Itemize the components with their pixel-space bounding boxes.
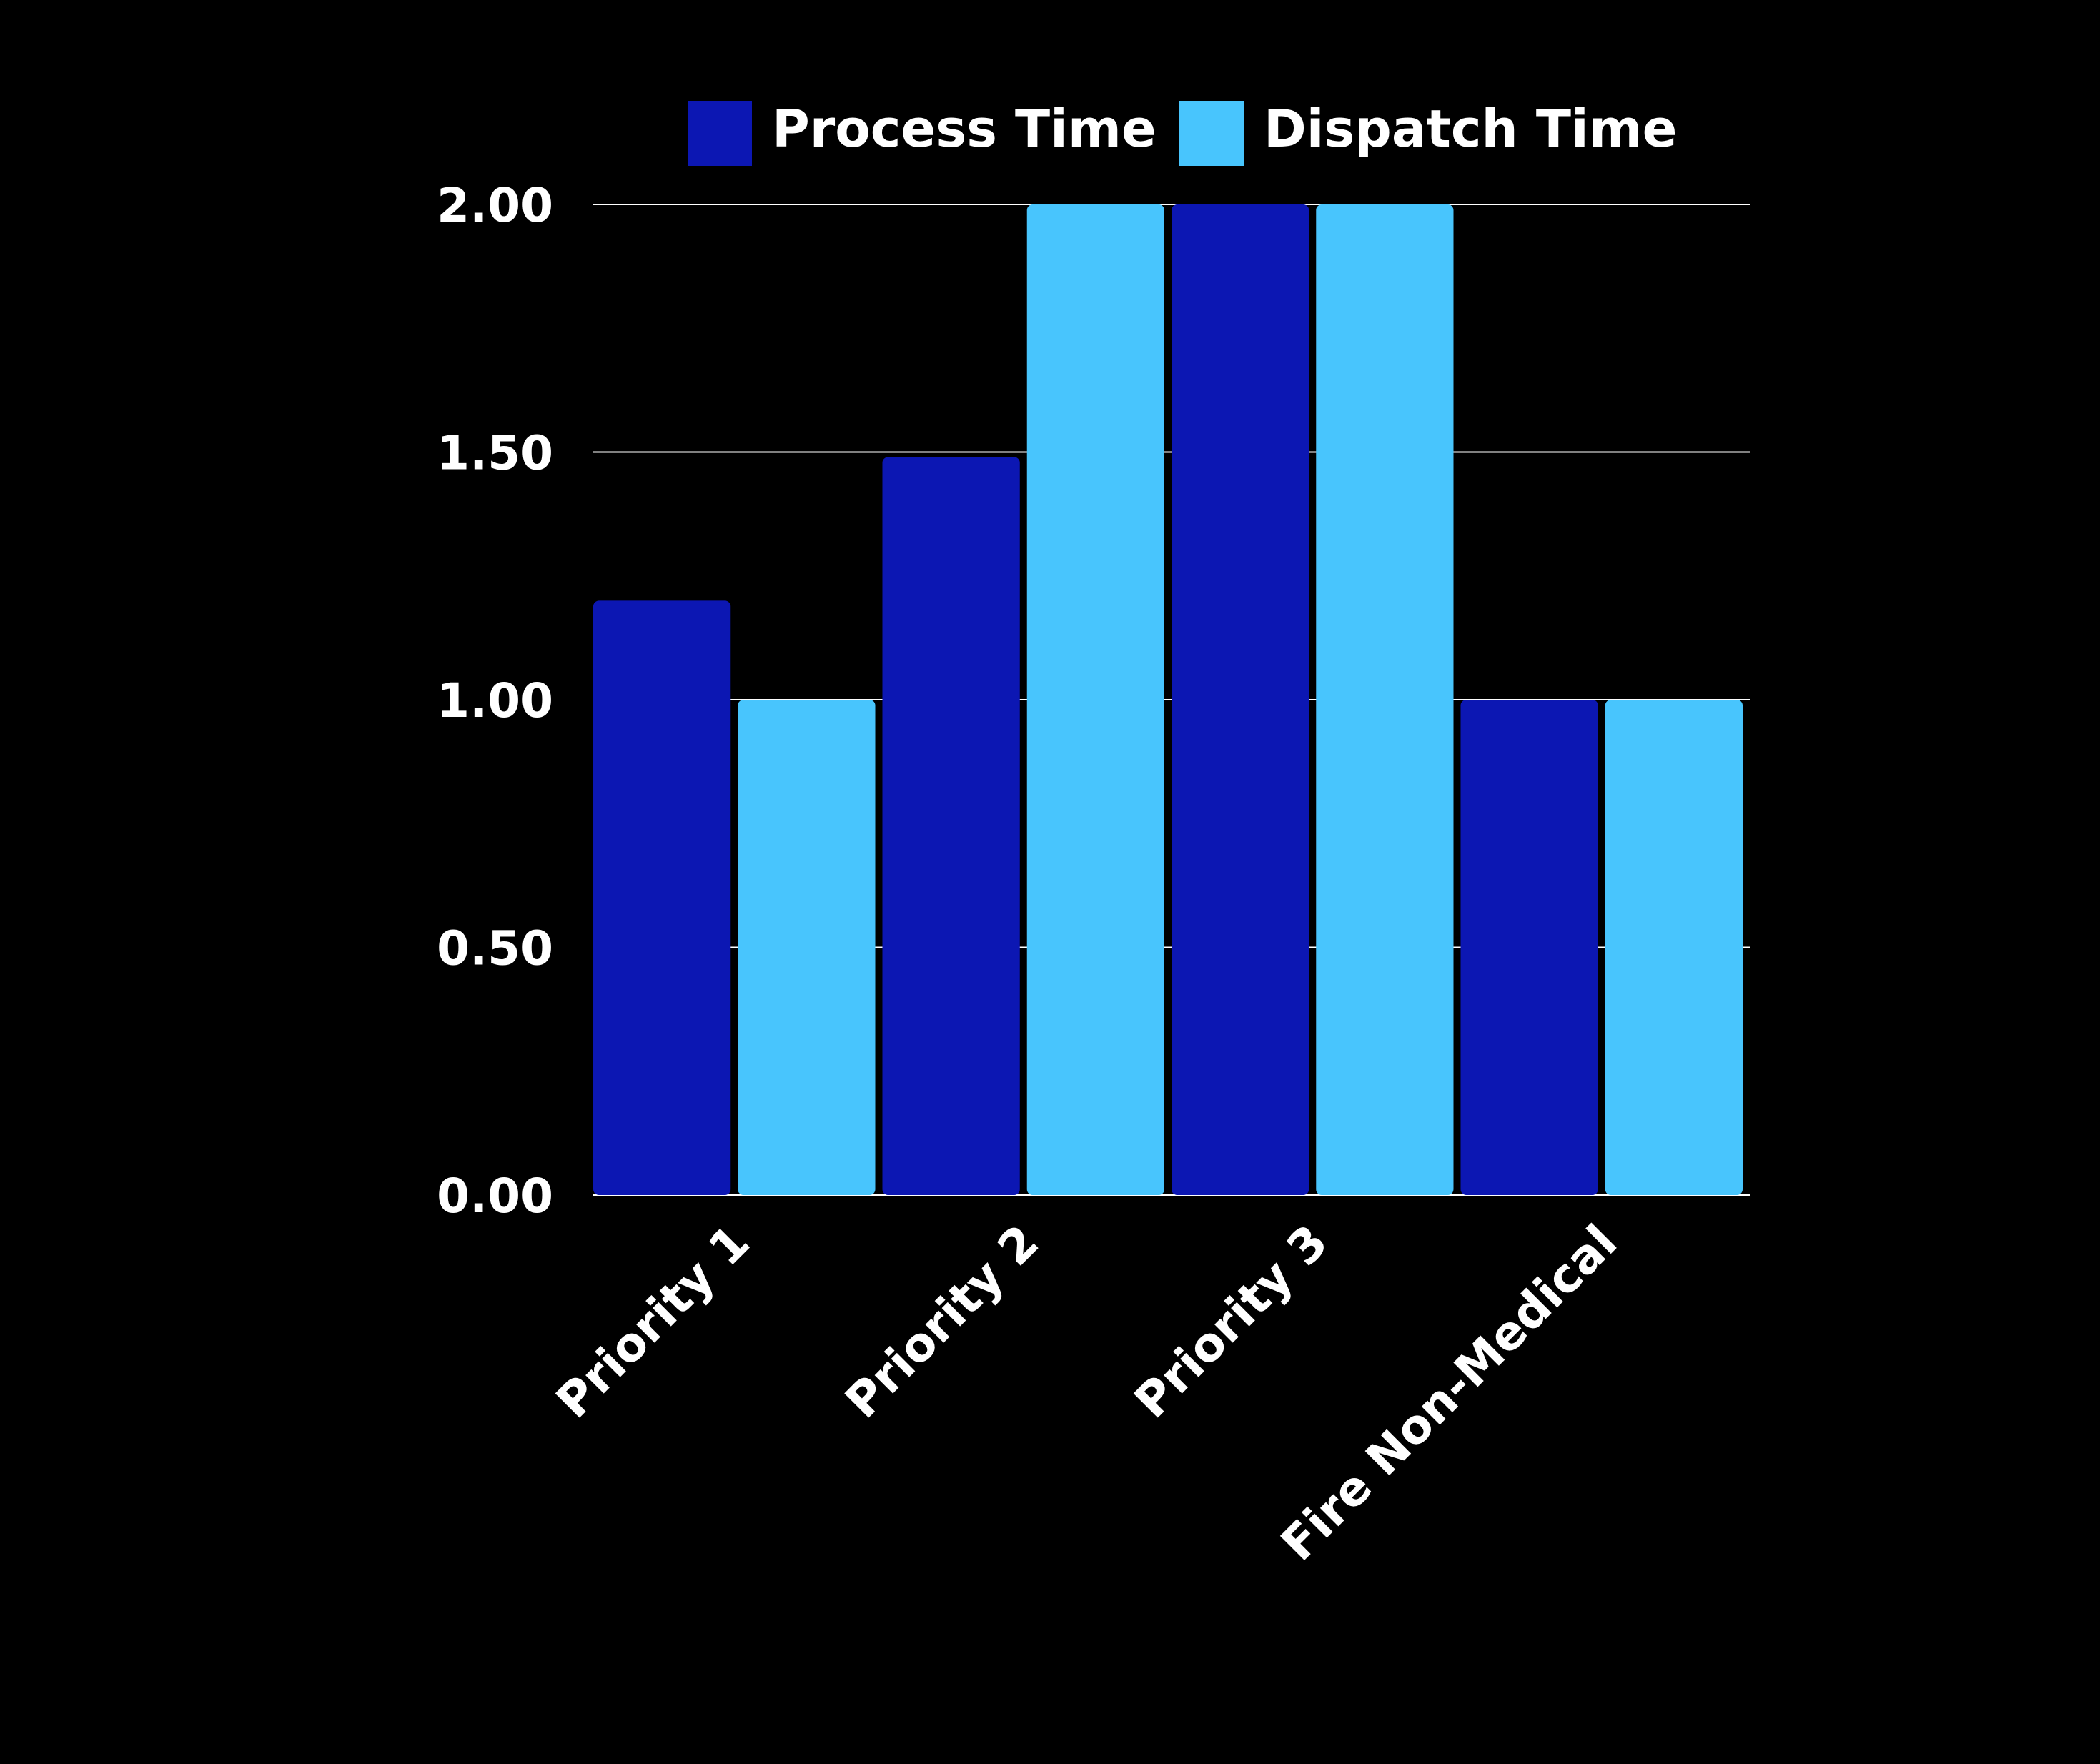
y-tick-label: 0.50 bbox=[437, 921, 553, 976]
y-axis-ticks: 0.00 0.50 1.00 1.50 2.00 bbox=[437, 178, 553, 1224]
legend: Process Time Dispatch Time bbox=[688, 99, 1678, 166]
bar-process-time bbox=[882, 457, 1020, 1196]
legend-swatch bbox=[688, 101, 752, 166]
bar-dispatch-time bbox=[1605, 700, 1743, 1195]
y-tick-label: 1.50 bbox=[437, 426, 553, 481]
bar-dispatch-time bbox=[1316, 204, 1454, 1195]
legend-label: Dispatch Time bbox=[1264, 99, 1678, 159]
bars bbox=[593, 204, 1743, 1196]
legend-label: Process Time bbox=[772, 99, 1157, 159]
y-tick-label: 0.00 bbox=[437, 1169, 553, 1224]
bar-dispatch-time bbox=[738, 700, 876, 1195]
bar-process-time bbox=[593, 600, 731, 1195]
bar-dispatch-time bbox=[1026, 204, 1164, 1195]
bar-process-time bbox=[1172, 204, 1309, 1195]
legend-swatch bbox=[1179, 101, 1244, 166]
y-tick-label: 1.00 bbox=[437, 673, 553, 728]
y-tick-label: 2.00 bbox=[437, 178, 553, 233]
bar-process-time bbox=[1460, 700, 1598, 1195]
